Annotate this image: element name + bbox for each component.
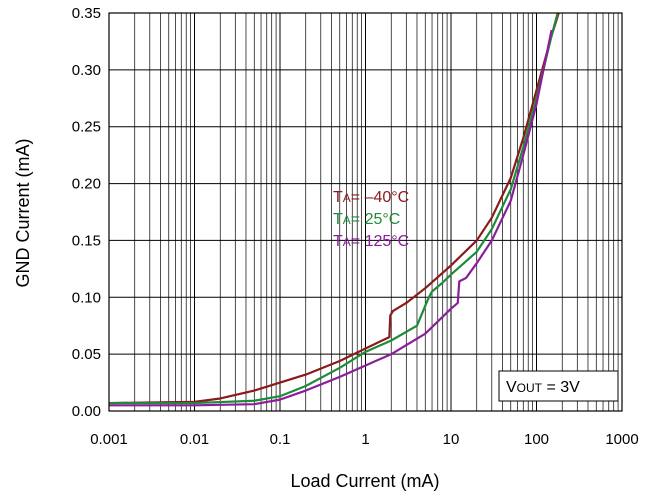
- legend: TA= –40°C TA= 25°C TA= 125°C: [333, 189, 409, 250]
- series-layer: [109, 13, 560, 407]
- series-line-2: [109, 13, 559, 405]
- y-axis-title: GND Current (mA): [13, 138, 33, 287]
- legend-entry-3: TA= 125°C: [333, 233, 409, 250]
- x-tick-label: 0.1: [270, 431, 291, 448]
- tick-labels: 0.001 0.01 0.1 1 10 100 1000 0.00 0.05 0.10 0.15 0.…: [72, 5, 639, 448]
- y-tick-label: 0.35: [72, 5, 101, 22]
- x-axis-title: Load Current (mA): [290, 471, 439, 491]
- legend-entry-2: TA= 25°C: [333, 211, 400, 228]
- x-tick-label: 1: [361, 431, 369, 448]
- grid-layer: [108, 12, 622, 412]
- frame-layer: [108, 12, 623, 412]
- y-tick-label: 0.15: [72, 232, 101, 249]
- x-tick-label: 0.01: [180, 431, 209, 448]
- y-tick-label: 0.00: [72, 403, 101, 420]
- legend-entry-1: TA= –40°C: [333, 189, 409, 206]
- vout-annotation: VOUT = 3V: [498, 370, 619, 402]
- vout-annotation-box: [498, 370, 619, 402]
- series-line-3: [109, 29, 553, 407]
- series-line-1: [109, 13, 560, 405]
- x-tick-label: 10: [443, 431, 460, 448]
- y-tick-label: 0.05: [72, 346, 101, 363]
- y-tick-label: 0.25: [72, 119, 101, 136]
- vout-annotation-text: VOUT = 3V: [506, 379, 580, 396]
- y-tick-label: 0.30: [72, 62, 101, 79]
- y-tick-label: 0.10: [72, 289, 101, 306]
- plot-frame: [108, 12, 623, 412]
- x-tick-label: 1000: [605, 431, 638, 448]
- x-tick-label: 0.001: [90, 431, 128, 448]
- x-tick-label: 100: [524, 431, 549, 448]
- y-tick-label: 0.20: [72, 176, 101, 193]
